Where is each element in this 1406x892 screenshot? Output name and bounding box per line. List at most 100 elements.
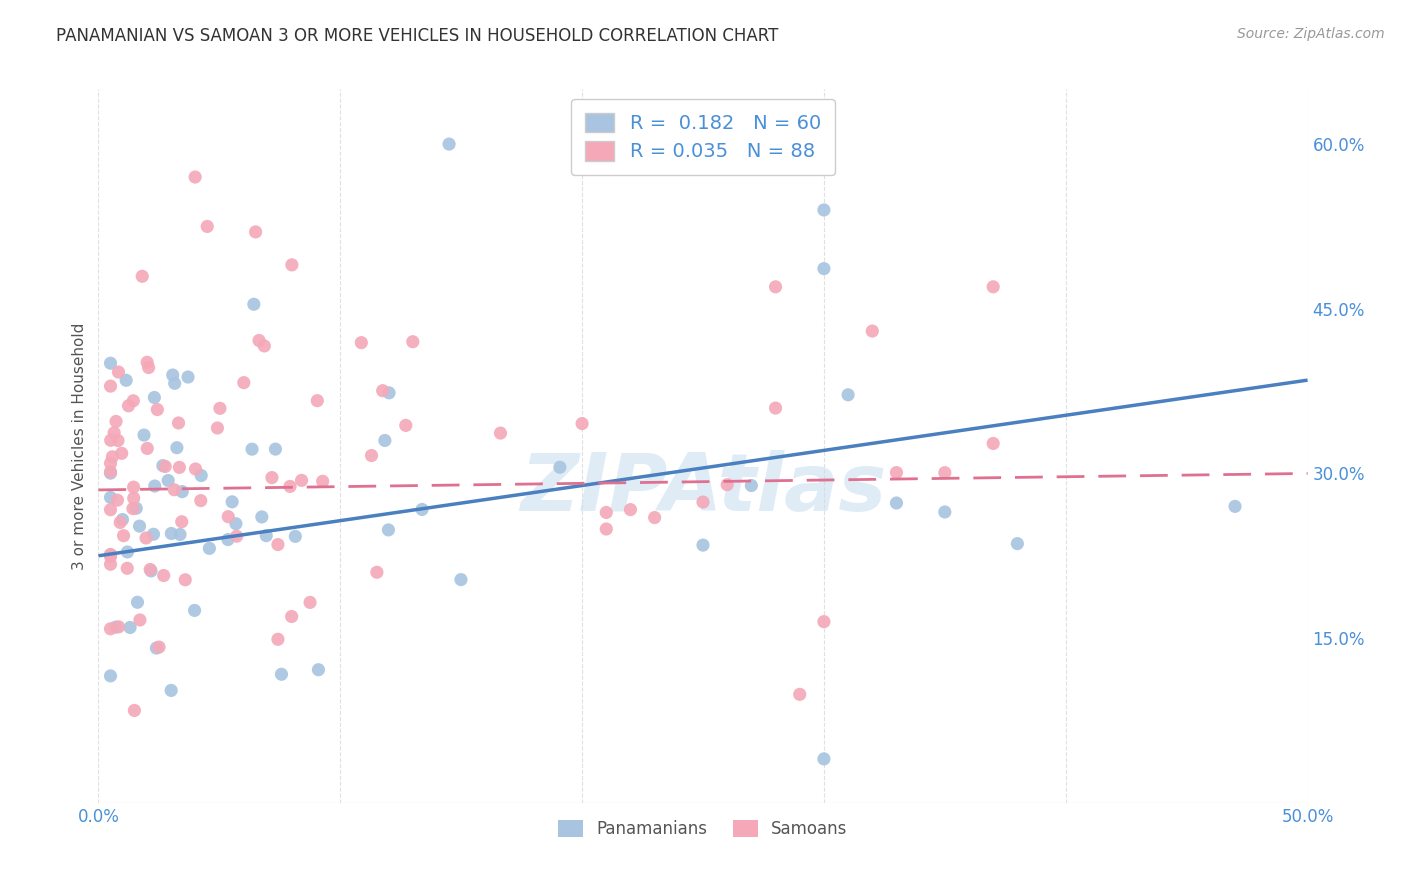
Point bbox=[100, 466, 122, 480]
Point bbox=[101, 450, 124, 464]
Point bbox=[217, 509, 239, 524]
Point bbox=[139, 564, 162, 578]
Point bbox=[281, 258, 304, 272]
Point bbox=[170, 515, 193, 529]
Point bbox=[120, 620, 142, 634]
Point bbox=[143, 479, 166, 493]
Point bbox=[813, 202, 835, 217]
Point bbox=[103, 425, 125, 440]
Point bbox=[374, 434, 396, 448]
Point bbox=[278, 479, 301, 493]
Point bbox=[981, 280, 1004, 294]
Point bbox=[111, 512, 134, 526]
Point bbox=[299, 595, 322, 609]
Point bbox=[122, 491, 145, 505]
Point bbox=[437, 137, 460, 152]
Point bbox=[100, 434, 122, 448]
Point bbox=[107, 620, 129, 634]
Point bbox=[172, 484, 194, 499]
Point bbox=[225, 516, 247, 531]
Point bbox=[571, 417, 593, 431]
Point bbox=[789, 687, 811, 701]
Point bbox=[307, 393, 329, 408]
Point bbox=[253, 339, 276, 353]
Point bbox=[131, 269, 153, 284]
Point bbox=[142, 527, 165, 541]
Point bbox=[174, 573, 197, 587]
Point bbox=[595, 522, 617, 536]
Point bbox=[105, 414, 128, 428]
Point bbox=[132, 428, 155, 442]
Point bbox=[100, 558, 122, 572]
Point bbox=[124, 703, 146, 717]
Point bbox=[100, 465, 122, 479]
Point bbox=[100, 549, 122, 564]
Point bbox=[716, 477, 738, 491]
Point bbox=[290, 474, 312, 488]
Point bbox=[122, 480, 145, 494]
Point bbox=[169, 460, 191, 475]
Point bbox=[245, 225, 267, 239]
Point bbox=[128, 519, 150, 533]
Point bbox=[886, 496, 908, 510]
Point bbox=[100, 456, 122, 470]
Point bbox=[225, 529, 247, 543]
Point bbox=[377, 523, 399, 537]
Point bbox=[100, 379, 122, 393]
Point bbox=[813, 261, 835, 276]
Point bbox=[217, 533, 239, 547]
Point bbox=[138, 360, 160, 375]
Point bbox=[146, 402, 169, 417]
Point bbox=[208, 401, 231, 416]
Point bbox=[765, 280, 787, 294]
Point bbox=[934, 505, 956, 519]
Point bbox=[166, 441, 188, 455]
Point bbox=[139, 562, 162, 576]
Point bbox=[813, 615, 835, 629]
Point bbox=[644, 510, 666, 524]
Point bbox=[153, 459, 176, 474]
Point bbox=[184, 462, 207, 476]
Point bbox=[311, 475, 333, 489]
Point bbox=[260, 470, 283, 484]
Point bbox=[163, 483, 186, 497]
Point bbox=[934, 466, 956, 480]
Point bbox=[143, 391, 166, 405]
Point bbox=[207, 421, 229, 435]
Point bbox=[160, 683, 183, 698]
Point bbox=[104, 620, 127, 634]
Text: ZIPAtlas: ZIPAtlas bbox=[520, 450, 886, 528]
Point bbox=[117, 545, 139, 559]
Point bbox=[366, 566, 388, 580]
Point bbox=[160, 526, 183, 541]
Point bbox=[860, 324, 883, 338]
Point bbox=[107, 434, 129, 448]
Point bbox=[264, 442, 287, 456]
Point bbox=[232, 376, 254, 390]
Point bbox=[378, 385, 401, 400]
Point bbox=[100, 502, 122, 516]
Point bbox=[169, 527, 191, 541]
Point bbox=[145, 641, 167, 656]
Point bbox=[267, 632, 290, 647]
Point bbox=[152, 568, 174, 582]
Point bbox=[100, 622, 122, 636]
Point bbox=[177, 370, 200, 384]
Point bbox=[129, 613, 152, 627]
Point bbox=[813, 752, 835, 766]
Point bbox=[190, 493, 212, 508]
Point bbox=[221, 495, 243, 509]
Point bbox=[837, 388, 859, 402]
Point bbox=[136, 355, 159, 369]
Point bbox=[112, 529, 135, 543]
Point bbox=[162, 368, 184, 382]
Point bbox=[250, 510, 273, 524]
Point bbox=[122, 501, 145, 516]
Point bbox=[190, 468, 212, 483]
Point bbox=[152, 458, 174, 473]
Point bbox=[100, 356, 122, 370]
Point bbox=[115, 373, 138, 387]
Point bbox=[100, 548, 122, 562]
Point bbox=[122, 393, 145, 408]
Point bbox=[240, 442, 263, 457]
